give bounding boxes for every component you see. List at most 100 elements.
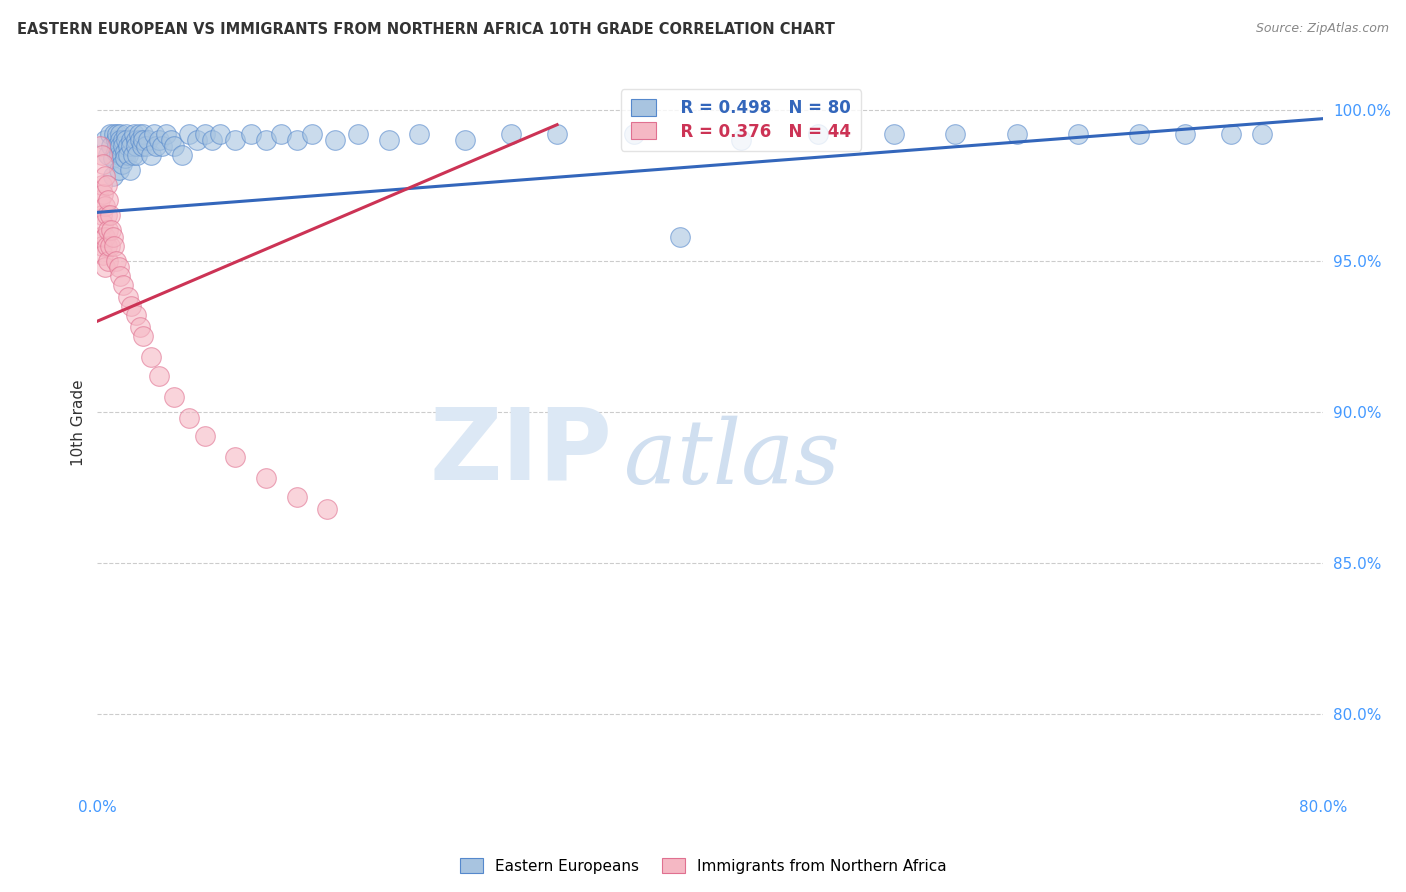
Point	[91, 148, 114, 162]
Point	[101, 229, 124, 244]
Point	[163, 390, 186, 404]
Point	[1174, 127, 1197, 141]
Point	[155, 127, 177, 141]
Point	[143, 127, 166, 141]
Point	[97, 223, 120, 237]
Point	[97, 253, 120, 268]
Point	[100, 223, 122, 237]
Point	[127, 148, 149, 162]
Point	[501, 127, 523, 141]
Point	[114, 145, 136, 159]
Point	[806, 127, 828, 141]
Point	[96, 178, 118, 193]
Point	[132, 133, 155, 147]
Point	[98, 208, 121, 222]
Point	[114, 151, 136, 165]
Point	[201, 133, 224, 147]
Point	[110, 139, 132, 153]
Point	[117, 139, 139, 153]
Point	[89, 139, 111, 153]
Text: atlas: atlas	[624, 416, 841, 503]
Point	[94, 199, 117, 213]
Point	[129, 133, 152, 147]
Point	[148, 368, 170, 383]
Point	[94, 229, 117, 244]
Point	[139, 351, 162, 365]
Point	[93, 157, 115, 171]
Point	[883, 127, 905, 141]
Legend: Eastern Europeans, Immigrants from Northern Africa: Eastern Europeans, Immigrants from North…	[454, 852, 952, 880]
Point	[122, 127, 145, 141]
Point	[105, 139, 128, 153]
Point	[254, 133, 277, 147]
Text: Source: ZipAtlas.com: Source: ZipAtlas.com	[1256, 22, 1389, 36]
Point	[454, 133, 477, 147]
Point	[104, 145, 127, 159]
Point	[120, 299, 142, 313]
Point	[94, 169, 117, 183]
Point	[93, 218, 115, 232]
Point	[120, 133, 142, 147]
Point	[117, 290, 139, 304]
Point	[100, 139, 122, 153]
Point	[115, 127, 138, 141]
Point	[1005, 127, 1028, 141]
Point	[91, 178, 114, 193]
Point	[98, 127, 121, 141]
Point	[285, 490, 308, 504]
Point	[107, 260, 129, 274]
Point	[347, 127, 370, 141]
Point	[94, 133, 117, 147]
Point	[623, 127, 645, 141]
Point	[97, 148, 120, 162]
Point	[285, 133, 308, 147]
Point	[101, 151, 124, 165]
Point	[89, 229, 111, 244]
Point	[91, 238, 114, 252]
Point	[110, 133, 132, 147]
Point	[224, 133, 246, 147]
Point	[107, 163, 129, 178]
Point	[208, 127, 231, 141]
Point	[224, 450, 246, 465]
Point	[1220, 127, 1243, 141]
Point	[135, 139, 157, 153]
Point	[160, 133, 183, 147]
Point	[117, 148, 139, 162]
Point	[112, 133, 135, 147]
Point	[546, 127, 568, 141]
Legend:   R = 0.498   N = 80,   R = 0.376   N = 44: R = 0.498 N = 80, R = 0.376 N = 44	[620, 89, 860, 151]
Point	[91, 208, 114, 222]
Point	[323, 133, 346, 147]
Point	[668, 229, 690, 244]
Text: EASTERN EUROPEAN VS IMMIGRANTS FROM NORTHERN AFRICA 10TH GRADE CORRELATION CHART: EASTERN EUROPEAN VS IMMIGRANTS FROM NORT…	[17, 22, 835, 37]
Point	[105, 127, 128, 141]
Point	[110, 268, 132, 283]
Point	[148, 133, 170, 147]
Point	[107, 148, 129, 162]
Point	[139, 148, 162, 162]
Point	[110, 127, 132, 141]
Point	[179, 127, 201, 141]
Point	[112, 277, 135, 292]
Point	[124, 139, 146, 153]
Point	[124, 308, 146, 322]
Point	[103, 238, 125, 252]
Point	[301, 127, 323, 141]
Point	[408, 127, 430, 141]
Point	[163, 139, 186, 153]
Point	[94, 260, 117, 274]
Point	[1128, 127, 1150, 141]
Point	[89, 194, 111, 208]
Point	[129, 320, 152, 334]
Text: ZIP: ZIP	[429, 403, 612, 500]
Point	[96, 238, 118, 252]
Point	[136, 133, 159, 147]
Point	[96, 208, 118, 222]
Point	[98, 238, 121, 252]
Point	[132, 329, 155, 343]
Point	[1067, 127, 1090, 141]
Point	[316, 501, 339, 516]
Point	[124, 133, 146, 147]
Point	[377, 133, 399, 147]
